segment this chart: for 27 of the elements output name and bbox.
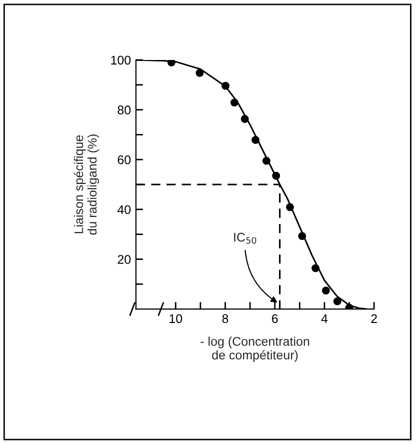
point [167, 60, 176, 66]
point [230, 98, 238, 107]
x-tick-label: 10 [170, 314, 182, 324]
annotation: IC$_{50}$ [234, 232, 256, 244]
y-tick-label: 20 [118, 255, 131, 264]
point [322, 286, 330, 295]
point [262, 156, 270, 165]
point [196, 68, 204, 77]
point [252, 136, 260, 144]
point [286, 203, 294, 212]
point [222, 82, 230, 90]
x-tick-label: 4 [321, 314, 328, 323]
point [272, 172, 280, 180]
point [240, 115, 249, 123]
y-tick-label: 100 [111, 56, 131, 65]
point [312, 264, 320, 272]
x-tick-label: 2 [371, 314, 377, 323]
y-axis-title: Liaison spécifique du radioligand (%) [74, 134, 100, 235]
x-axis-title: - log (Concentration de compétiteur) [200, 336, 310, 362]
y-tick-label: 40 [117, 205, 131, 214]
point [345, 304, 354, 310]
x-tick-label: 6 [272, 314, 278, 324]
y-tick-label: 80 [118, 106, 131, 114]
point [333, 297, 342, 306]
y-tick-label: 60 [118, 155, 131, 164]
x-tick-label: 8 [222, 314, 228, 324]
point [298, 232, 306, 240]
